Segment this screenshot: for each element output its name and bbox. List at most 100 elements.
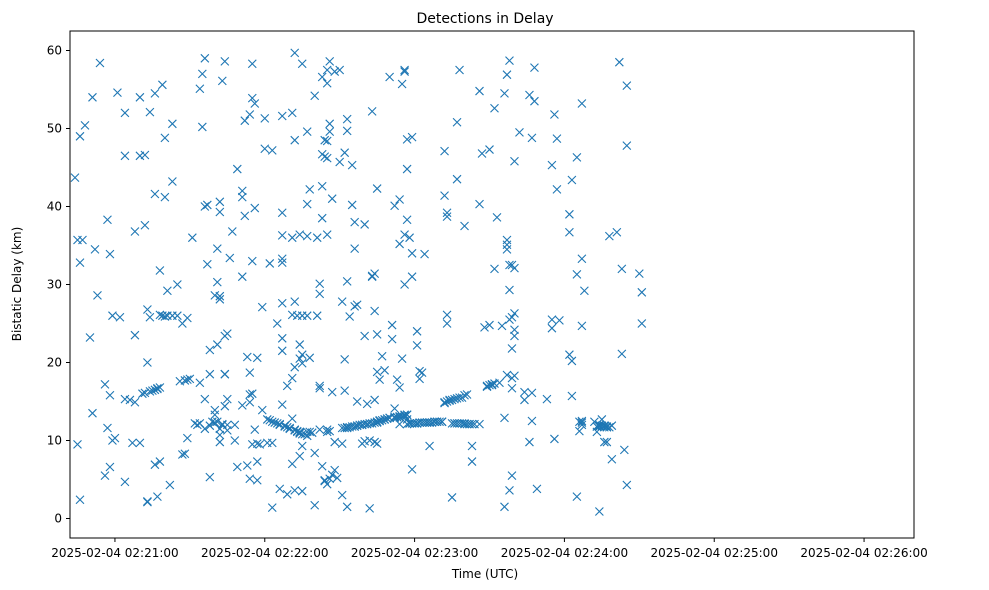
detection-marker (342, 276, 352, 286)
detection-marker (347, 160, 357, 170)
detection-marker (187, 233, 197, 243)
detection-marker (252, 457, 262, 466)
detection-marker (295, 451, 305, 461)
detection-marker (120, 477, 130, 487)
detection-marker (370, 418, 380, 427)
detection-marker (577, 420, 587, 430)
detection-marker (322, 78, 332, 88)
detection-marker (325, 57, 335, 66)
detection-marker (360, 331, 370, 341)
y-axis-label: Bistatic Delay (km) (10, 227, 24, 342)
detection-marker (148, 386, 157, 395)
detection-marker (440, 146, 449, 156)
detection-marker (360, 220, 370, 229)
detection-marker (617, 349, 627, 359)
detection-marker (272, 319, 282, 328)
detection-marker (255, 440, 265, 449)
detection-marker (287, 414, 297, 424)
detection-marker (327, 470, 337, 480)
detection-marker (330, 465, 340, 475)
detection-marker (402, 135, 412, 144)
detection-marker (502, 370, 512, 380)
detection-marker (320, 152, 330, 161)
detection-marker (295, 230, 305, 239)
detection-marker (160, 192, 170, 202)
detection-marker (322, 230, 332, 239)
detection-marker (395, 412, 404, 422)
detection-marker (130, 227, 140, 236)
detection-marker (320, 135, 330, 145)
detection-marker (277, 208, 287, 218)
detection-marker (153, 383, 162, 393)
detection-marker (297, 358, 307, 368)
detection-marker (245, 368, 255, 378)
detection-marker (367, 106, 377, 116)
detection-marker (567, 356, 577, 366)
detection-marker (442, 397, 452, 406)
detection-marker (350, 217, 360, 227)
detection-marker (250, 425, 260, 434)
detection-marker (215, 207, 225, 217)
detection-marker (377, 415, 387, 425)
detection-marker (565, 350, 574, 360)
detection-marker (352, 397, 362, 406)
detection-marker (302, 231, 312, 241)
detection-marker (280, 422, 290, 431)
detection-marker (400, 67, 409, 76)
detection-marker (485, 380, 494, 390)
detection-marker (397, 79, 407, 89)
detection-marker (312, 233, 322, 243)
detection-marker (510, 308, 519, 318)
detection-marker (604, 422, 614, 432)
detection-marker (165, 480, 175, 490)
detection-marker (202, 200, 212, 210)
detection-marker (400, 280, 409, 289)
detection-marker (442, 310, 452, 320)
detection-marker (390, 404, 400, 413)
detection-marker (387, 334, 397, 344)
detection-marker (342, 502, 352, 512)
detection-marker (140, 220, 150, 230)
detection-marker (267, 438, 277, 448)
x-tick-label: 2025-02-04 02:22:00 (201, 546, 328, 560)
detection-marker (177, 450, 187, 459)
detection-marker (575, 426, 584, 436)
detection-marker (400, 230, 409, 239)
y-tick-label: 50 (47, 122, 62, 136)
detection-marker (272, 418, 282, 428)
detection-marker (467, 441, 477, 451)
detection-marker (322, 427, 332, 437)
detection-marker (202, 259, 212, 269)
detection-marker (375, 375, 385, 385)
detection-marker (325, 426, 335, 436)
detection-marker (577, 99, 587, 108)
detection-marker (220, 369, 230, 379)
detection-marker (192, 420, 202, 430)
detection-marker (325, 474, 335, 484)
detection-marker (370, 437, 380, 447)
detection-marker (407, 248, 417, 258)
detection-marker (452, 117, 462, 127)
detection-marker (467, 419, 477, 429)
detection-marker (602, 422, 612, 432)
detection-marker (327, 387, 337, 397)
detection-marker (400, 411, 409, 420)
detection-marker (182, 313, 192, 323)
detection-marker (110, 433, 120, 443)
detection-marker (370, 395, 380, 405)
detection-marker (205, 345, 215, 355)
detection-marker (352, 300, 362, 310)
detection-marker (455, 393, 464, 402)
detection-marker (153, 384, 162, 394)
detection-marker (287, 373, 297, 383)
detection-marker (75, 258, 85, 268)
detection-marker (172, 311, 182, 321)
detection-marker (113, 88, 122, 98)
detection-marker (387, 320, 397, 330)
detection-marker (297, 486, 307, 496)
detection-marker (140, 150, 150, 160)
detection-marker (252, 353, 262, 363)
detection-marker (392, 375, 402, 385)
detection-marker (497, 321, 507, 331)
